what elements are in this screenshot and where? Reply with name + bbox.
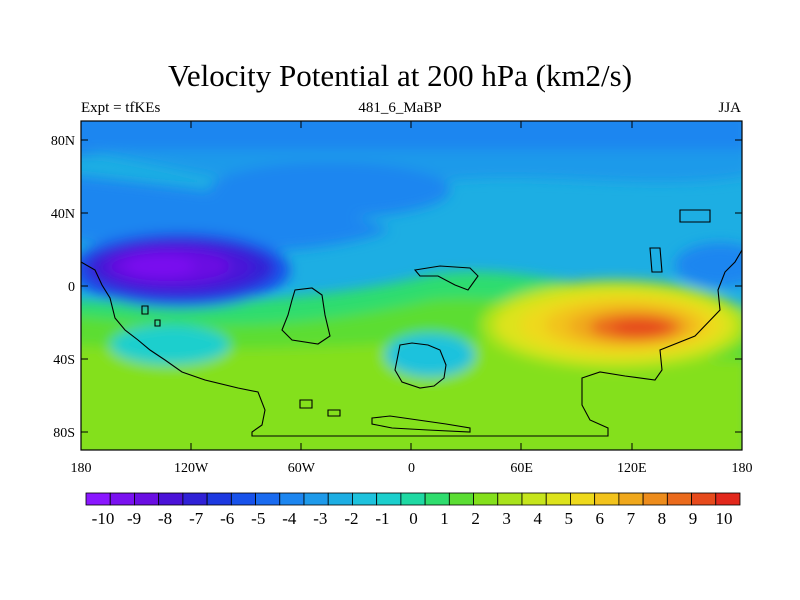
colorbar-swatch: [134, 492, 160, 506]
plot-title: Velocity Potential at 200 hPa (km2/s): [167, 58, 633, 93]
colorbar-label: -2: [344, 509, 358, 528]
colorbar-swatch: [182, 492, 208, 506]
colorbar-swatch: [642, 492, 668, 506]
colorbar-label: -8: [158, 509, 172, 528]
colorbar-swatch: [279, 492, 305, 506]
colorbar-swatch: [715, 492, 741, 506]
longitude-labels: 180 120W 60W 0 60E 120E 180: [71, 461, 753, 476]
colorbar-label: 3: [502, 509, 511, 528]
lon-label: 60E: [510, 461, 533, 476]
colorbar-label: -6: [220, 509, 234, 528]
colorbar-label: 8: [658, 509, 667, 528]
colorbar-label: 2: [471, 509, 480, 528]
colorbar-label: -7: [189, 509, 204, 528]
colorbar-label: 1: [440, 509, 449, 528]
colorbar: [85, 492, 741, 506]
colorbar-swatch: [303, 492, 329, 506]
lon-label: 120W: [174, 461, 209, 476]
colorbar-swatch: [473, 492, 499, 506]
lat-label: 80S: [53, 426, 75, 441]
lat-label: 80N: [51, 134, 75, 149]
colorbar-swatch: [594, 492, 620, 506]
colorbar-label: 10: [716, 509, 733, 528]
contour-field: [81, 121, 742, 450]
colorbar-label: -5: [251, 509, 265, 528]
lon-label: 180: [732, 461, 753, 476]
colorbar-swatch: [158, 492, 184, 506]
colorbar-swatch: [230, 492, 256, 506]
colorbar-swatch: [570, 492, 596, 506]
axis-ticks: [81, 121, 742, 450]
colorbar-swatch: [666, 492, 692, 506]
colorbar-label: -3: [313, 509, 327, 528]
colorbar-label: -9: [127, 509, 141, 528]
colorbar-swatch: [545, 492, 571, 506]
colorbar-label: 5: [565, 509, 574, 528]
colorbar-swatch: [85, 492, 111, 506]
colorbar-swatch: [448, 492, 474, 506]
experiment-label: Expt = tfKEs: [81, 100, 161, 116]
colorbar-swatch: [109, 492, 135, 506]
colorbar-swatch: [400, 492, 426, 506]
colorbar-swatch: [376, 492, 402, 506]
lat-label: 40S: [53, 353, 75, 368]
colorbar-labels: -10 -9 -8 -7 -6 -5 -4 -3 -2 -1 0 1 2 3 4 5 6 7 8 9 10: [92, 509, 733, 528]
lon-label: 120E: [617, 461, 647, 476]
coastlines: [81, 209, 742, 437]
colorbar-label: 7: [627, 509, 636, 528]
colorbar-swatch: [255, 492, 281, 506]
latitude-labels: 80N 40N 0 40S 80S: [51, 134, 75, 441]
lon-label: 180: [71, 461, 92, 476]
colorbar-label: -10: [92, 509, 115, 528]
colorbar-swatch: [521, 492, 547, 506]
colorbar-swatch: [206, 492, 232, 506]
colorbar-label: -1: [375, 509, 389, 528]
lon-label: 0: [408, 461, 415, 476]
colorbar-label: 9: [689, 509, 698, 528]
colorbar-swatch: [327, 492, 353, 506]
colorbar-swatch: [352, 492, 378, 506]
colorbar-swatch: [497, 492, 523, 506]
colorbar-label: 0: [409, 509, 418, 528]
colorbar-swatch: [691, 492, 717, 506]
colorbar-label: 4: [533, 509, 542, 528]
colorbar-label: -4: [282, 509, 297, 528]
lon-label: 60W: [288, 461, 316, 476]
lat-label: 0: [68, 280, 75, 295]
season-label: JJA: [718, 100, 741, 116]
colorbar-swatch: [424, 492, 450, 506]
lat-label: 40N: [51, 207, 75, 222]
case-label: 481_6_MaBP: [358, 100, 442, 116]
colorbar-swatch: [618, 492, 644, 506]
colorbar-label: 6: [596, 509, 605, 528]
